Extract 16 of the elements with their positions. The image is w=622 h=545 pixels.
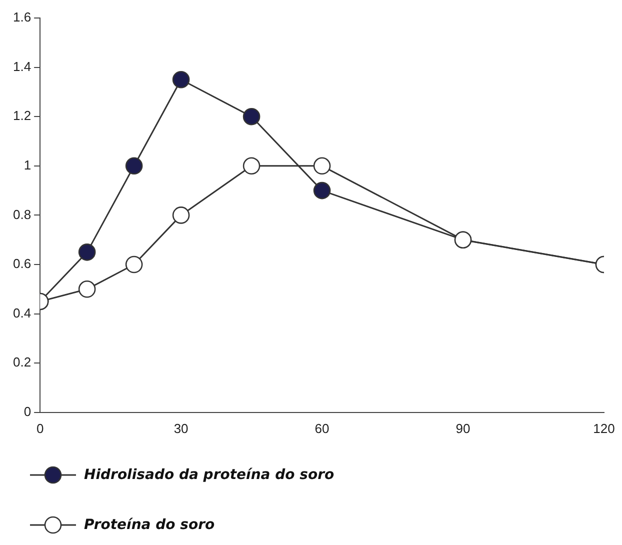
legend-label: Proteína do soro	[84, 517, 215, 533]
x-tick-label: 90	[456, 420, 470, 436]
y-tick-label: 1	[24, 157, 32, 172]
y-tick-label: 1.2	[12, 108, 32, 124]
x-tick-label: 0	[36, 420, 44, 436]
y-tick-label: 0	[24, 404, 32, 419]
y-tick-label: 0.8	[12, 206, 32, 222]
legend-label: Hidrolisado da proteína do soro	[84, 467, 334, 483]
x-tick-label: 60	[314, 420, 330, 436]
x-tick-label: 120	[593, 420, 615, 436]
y-tick-label: 0.2	[12, 354, 32, 370]
x-tick-label: 30	[174, 420, 188, 436]
y-tick-label: 1.6	[12, 10, 32, 25]
y-tick-label: 0.4	[12, 305, 32, 320]
y-tick-label: 1.4	[12, 58, 32, 74]
y-tick-label: 0.6	[12, 256, 32, 272]
